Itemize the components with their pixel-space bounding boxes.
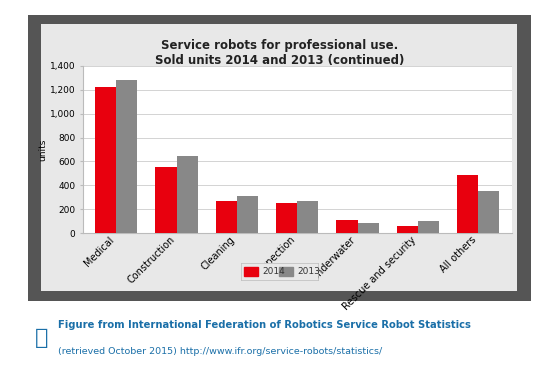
- Text: (retrieved October 2015) http://www.ifr.org/service-robots/statistics/: (retrieved October 2015) http://www.ifr.…: [58, 347, 382, 356]
- Bar: [155, 167, 176, 233]
- Y-axis label: units: units: [38, 138, 47, 161]
- Text: ⸿: ⸿: [35, 327, 48, 349]
- FancyBboxPatch shape: [244, 267, 258, 276]
- Bar: [457, 174, 478, 233]
- Bar: [276, 203, 298, 233]
- Bar: [216, 201, 237, 233]
- Bar: [116, 80, 137, 233]
- Text: 2013: 2013: [297, 267, 320, 276]
- Bar: [397, 226, 418, 233]
- FancyBboxPatch shape: [279, 267, 293, 276]
- Bar: [298, 201, 319, 233]
- Text: Sold units 2014 and 2013 (continued): Sold units 2014 and 2013 (continued): [155, 54, 404, 67]
- Text: Service robots for professional use.: Service robots for professional use.: [160, 39, 398, 52]
- Bar: [95, 87, 116, 233]
- Bar: [336, 220, 358, 233]
- Bar: [237, 196, 258, 233]
- Bar: [478, 191, 499, 233]
- Bar: [176, 156, 197, 233]
- Text: Figure from International Federation of Robotics Service Robot Statistics: Figure from International Federation of …: [58, 320, 471, 330]
- Text: 2014: 2014: [262, 267, 285, 276]
- Bar: [358, 223, 379, 233]
- Bar: [418, 221, 439, 233]
